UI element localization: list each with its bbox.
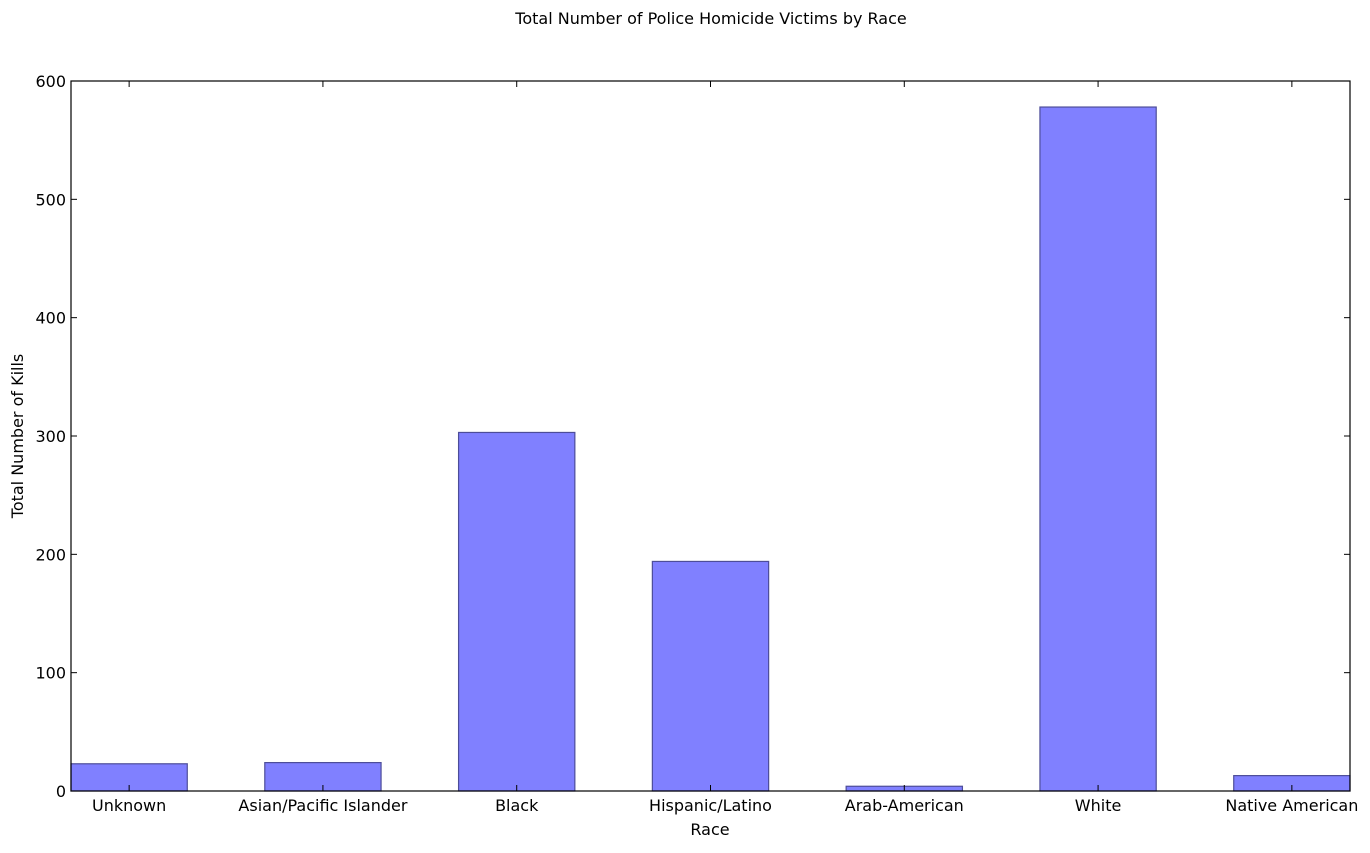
bar-white bbox=[1039, 106, 1157, 792]
bar-hispanic-latino bbox=[651, 560, 770, 792]
y-tick-label: 600 bbox=[35, 72, 66, 91]
x-axis-label: Race bbox=[690, 820, 729, 839]
x-tick-label: White bbox=[1075, 796, 1122, 815]
x-tick-label: Asian/Pacific Islander bbox=[238, 796, 407, 815]
x-tick-label: Native American bbox=[1225, 796, 1358, 815]
bars-layer bbox=[70, 106, 1351, 792]
y-tick-label: 500 bbox=[35, 190, 66, 209]
y-tick-label: 0 bbox=[56, 782, 66, 801]
y-tick-label: 200 bbox=[35, 545, 66, 564]
x-tick-label: Arab-American bbox=[845, 796, 964, 815]
bar-black bbox=[457, 431, 576, 792]
y-axis-label: Total Number of Kills bbox=[8, 354, 27, 519]
x-tick-label: Unknown bbox=[92, 796, 166, 815]
x-tick-label: Hispanic/Latino bbox=[649, 796, 772, 815]
x-tick-label: Black bbox=[495, 796, 539, 815]
y-tick-label: 300 bbox=[35, 427, 66, 446]
y-tick-label: 400 bbox=[35, 309, 66, 328]
y-tick-label: 100 bbox=[35, 664, 66, 683]
ticks-layer: Unknown Asian/Pacific Islander Black Hispan… bbox=[35, 72, 1358, 815]
chart-title: Total Number of Police Homicide Victims … bbox=[514, 9, 906, 28]
